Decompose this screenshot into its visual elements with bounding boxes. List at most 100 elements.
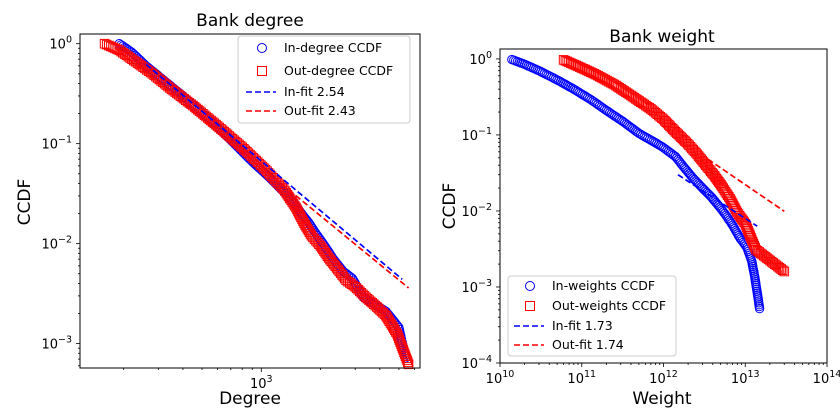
out-weights-ccdf-point: [744, 229, 755, 240]
legend-label-in-fit: In-fit 1.73: [552, 318, 613, 333]
in-weights-ccdf-point: [601, 105, 612, 116]
legend-label-out-degree: Out-degree CCDF: [284, 63, 393, 78]
in-weights-ccdf-point: [718, 207, 729, 217]
axis-ticks: 100 10−1 10−2 10−3 103: [41, 35, 415, 392]
in-weights-ccdf-point: [720, 208, 730, 219]
in-weights-ccdf-point: [606, 109, 617, 119]
panel-bank-weight: Bank weight Weight CCDF 10010−110−210−31…: [440, 27, 840, 409]
out-degree-ccdf-point: [403, 357, 413, 368]
legend-marker-in-degree: [257, 43, 267, 53]
in-weights-ccdf-point: [631, 126, 641, 136]
x-axis-label: Degree: [219, 389, 281, 409]
x-tick-label: 1012: [649, 369, 678, 387]
out-degree-ccdf-point: [118, 48, 128, 58]
x-tick-label: 1013: [731, 369, 760, 387]
in-weights-ccdf-point: [596, 102, 606, 112]
y-tick-label: 10−1: [41, 135, 72, 153]
legend-label-out-fit: Out-fit 2.43: [284, 103, 356, 118]
in-weights-ccdf-point: [629, 125, 639, 135]
out-weights-ccdf-point: [569, 59, 580, 70]
plot-area: [507, 54, 790, 314]
in-weights-ccdf-point: [723, 213, 733, 224]
y-tick-label: 100: [49, 35, 72, 53]
legend-label-in-fit: In-fit 2.54: [284, 84, 345, 99]
out-degree-ccdf-point: [119, 49, 130, 59]
in-weights-ccdf-point: [619, 118, 630, 128]
legend: In-weights CCDF Out-weights CCDF In-fit …: [507, 275, 677, 357]
in-weights-ccdf-point: [594, 101, 605, 111]
out-weights-ccdf-point: [779, 266, 790, 277]
legend-label-in-degree: In-degree CCDF: [284, 40, 382, 55]
in-weights-ccdf-point: [624, 121, 635, 132]
y-tick-label: 10−2: [41, 235, 72, 253]
in-weights-ccdf-point: [623, 120, 633, 130]
fit-line-in-fit-1-73: [677, 173, 758, 227]
x-tick-label: 103: [250, 374, 273, 392]
out-degree-ccdf-point: [304, 227, 315, 237]
x-tick-label: 1010: [486, 369, 515, 387]
in-weights-ccdf-point: [754, 303, 765, 314]
panel-bank-degree: Bank degree Degree CCDF 10010−110−210−31…: [15, 11, 421, 409]
legend-label-out-weights: Out-weights CCDF: [552, 298, 666, 313]
legend-label-out-fit: Out-fit 1.74: [552, 337, 624, 352]
y-tick-label: 10−3: [461, 278, 492, 296]
out-weights-ccdf-point: [744, 227, 754, 238]
legend-marker-out-degree: [257, 66, 267, 76]
in-weights-ccdf-point: [721, 210, 731, 220]
out-weights-ccdf-point: [576, 63, 587, 73]
in-weights-ccdf-point: [627, 123, 638, 134]
legend: In-degree CCDF Out-degree CCDF In-fit 2.…: [237, 35, 411, 124]
fit-line-out-fit-1-74: [707, 158, 785, 213]
out-degree-ccdf-point: [286, 195, 296, 205]
out-degree-ccdf-point: [116, 46, 126, 57]
x-tick-label: 1011: [567, 369, 596, 387]
out-weights-ccdf-point: [777, 265, 788, 275]
in-weights-ccdf-point: [611, 112, 622, 122]
y-axis-label: CCDF: [440, 183, 460, 230]
in-weights-ccdf-point: [724, 215, 734, 225]
out-degree-ccdf-point: [320, 247, 330, 258]
in-weights-ccdf-point: [616, 115, 627, 126]
out-degree-ccdf-point: [322, 251, 333, 261]
chart-title: Bank degree: [196, 11, 304, 31]
in-weights-ccdf-point: [618, 116, 628, 127]
in-weights-ccdf-point: [589, 97, 600, 107]
out-weights-ccdf-point: [762, 253, 772, 263]
out-degree-ccdf-point: [321, 249, 332, 260]
legend-box: [507, 275, 677, 357]
x-tick-label: 1014: [813, 369, 840, 387]
out-degree-ccdf-point: [283, 191, 294, 202]
y-axis-label: CCDF: [15, 179, 35, 226]
in-weights-ccdf-point: [600, 104, 610, 115]
y-tick-label: 10−4: [461, 354, 492, 372]
out-degree-ccdf-point: [403, 359, 414, 370]
y-tick-label: 100: [469, 50, 492, 68]
chart-title: Bank weight: [609, 27, 715, 47]
out-degree-ccdf-point: [281, 188, 291, 198]
out-weights-ccdf-point: [776, 264, 786, 274]
in-weights-ccdf-point: [621, 119, 631, 129]
out-degree-ccdf-point: [285, 193, 295, 204]
out-weights-ccdf-point: [584, 66, 594, 77]
in-weights-ccdf-point: [605, 108, 615, 118]
y-tick-label: 10−1: [461, 126, 492, 144]
legend-label-in-weights: In-weights CCDF: [552, 278, 655, 293]
out-degree-ccdf-point: [390, 325, 400, 336]
fit-line-out-fit-2-43: [114, 46, 410, 289]
legend-marker-in-weights: [525, 281, 535, 291]
legend-box: [237, 35, 411, 124]
in-weights-ccdf-point: [610, 111, 620, 121]
out-degree-ccdf-point: [282, 189, 293, 200]
x-axis-label: Weight: [632, 389, 692, 409]
out-weights-ccdf-point: [745, 231, 756, 241]
in-weights-ccdf-point: [615, 114, 625, 125]
plot-area: [99, 38, 414, 370]
in-weights-ccdf-point: [626, 122, 636, 133]
in-weights-ccdf-point: [593, 99, 603, 110]
y-tick-label: 10−2: [461, 202, 492, 220]
legend-marker-out-weights: [525, 301, 535, 311]
in-weights-ccdf-point: [591, 98, 601, 109]
y-tick-label: 10−3: [41, 335, 72, 353]
